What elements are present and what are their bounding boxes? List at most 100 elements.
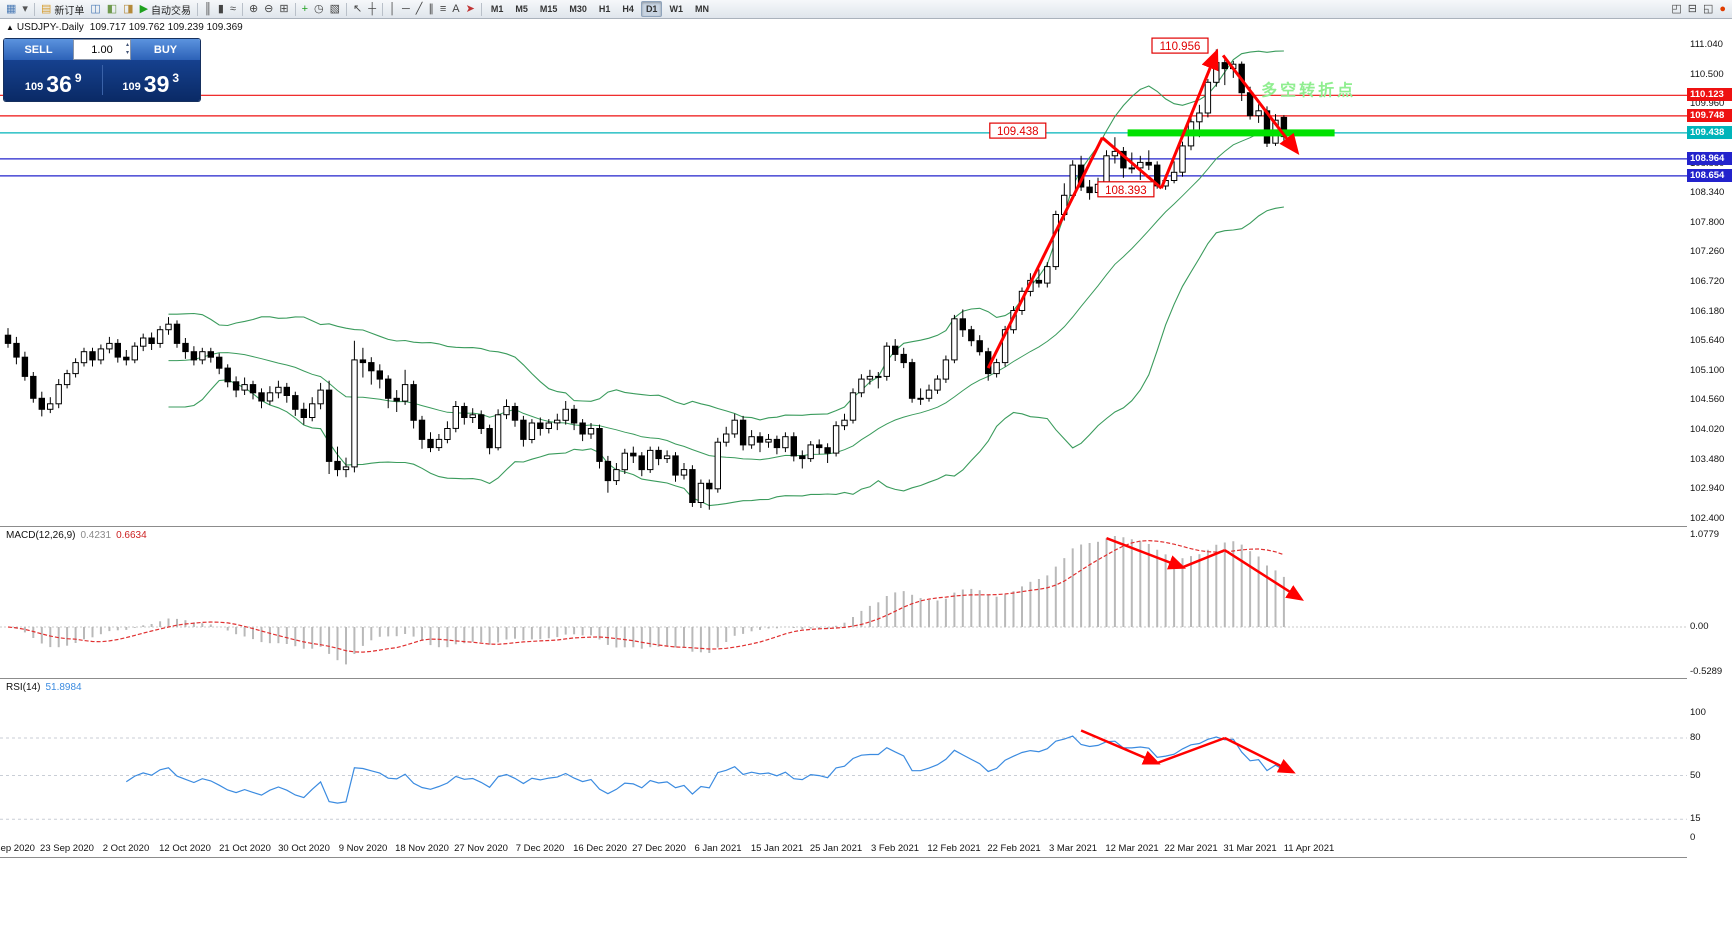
rsi-line <box>125 735 1285 804</box>
periods-icon[interactable]: ◷ <box>311 1 327 17</box>
templates-icon[interactable]: ▧ <box>327 1 343 17</box>
macd-label: MACD(12,26,9) 0.4231 0.6634 <box>6 530 147 541</box>
timeframe-m1-button[interactable]: M1 <box>490 4 504 14</box>
timeframe-h1-button[interactable]: H1 <box>598 4 611 14</box>
icon-glyph: ◰ <box>1671 3 1682 15</box>
price-axis[interactable]: 111.040110.500109.960109.420108.880108.3… <box>1687 19 1732 875</box>
text-label-icon[interactable]: A <box>449 1 462 17</box>
profiles-dropdown-icon[interactable]: ▾ <box>19 1 31 17</box>
sell-price[interactable]: 109 36 9 <box>7 61 100 99</box>
date-label: 3 Feb 2021 <box>870 843 920 854</box>
community-icon[interactable]: ● <box>1716 1 1729 17</box>
date-label: 12 Feb 2021 <box>927 843 981 854</box>
price-axis-label: 102.940 <box>1690 483 1725 494</box>
icon-glyph: ▶ <box>139 3 149 15</box>
channel-icon[interactable]: ∥ <box>425 1 437 17</box>
icon-glyph: ╱ <box>415 3 423 15</box>
rsi-pane[interactable] <box>0 678 1687 839</box>
volume-spinner[interactable]: ▴ ▾ <box>126 41 129 57</box>
trendline-icon[interactable]: ╱ <box>413 1 426 17</box>
bar-chart-icon[interactable]: ║ <box>201 1 215 17</box>
price-axis-label: 103.480 <box>1690 454 1725 465</box>
rsi-arrows[interactable] <box>1080 729 1296 774</box>
volume-value: 1.00 <box>91 43 113 56</box>
buy-price[interactable]: 109 39 3 <box>105 61 198 99</box>
price-tag: 108.654 <box>1687 169 1732 182</box>
toolbar-left-group: ▦ ▾ ▤ 新订单 ◫ ◧ ◨ ▶ 自动交易 ║ ▮ ≈ ⊕ ⊖ ⊞ + ◷ ▧ ↖ ┼ │ ─ ╱ ∥ ≡ A ➤ <box>3 1 485 17</box>
toolbar-right-group: ◰ ⊟ ◱ ● <box>1668 1 1729 17</box>
zoom-in-icon[interactable]: ⊕ <box>246 1 261 17</box>
price-callout[interactable]: 108.393 <box>1097 181 1155 198</box>
spinner-up-icon[interactable]: ▴ <box>125 42 129 48</box>
candlestick-icon[interactable]: ▮ <box>215 1 227 17</box>
icon-glyph: ┼ <box>368 3 377 15</box>
tile-horizontal-icon[interactable]: ⊟ <box>1685 1 1700 17</box>
new-order-icon[interactable]: ▤ 新订单 <box>38 1 87 17</box>
date-label: 27 Dec 2020 <box>632 843 686 854</box>
timeframe-m30-button[interactable]: M30 <box>569 4 587 14</box>
date-label: 16 Dec 2020 <box>573 843 627 854</box>
volume-input[interactable]: 1.00 ▴ ▾ <box>73 39 131 60</box>
macd-main-value: 0.4231 <box>80 530 112 541</box>
timeframe-w1-button[interactable]: W1 <box>669 4 683 14</box>
support-zone-bar[interactable] <box>1127 129 1335 137</box>
toolbar-separator <box>480 2 482 16</box>
timeframe-d1-button[interactable]: D1 <box>640 1 663 17</box>
main-price-chart[interactable]: 110.956 109.438 108.393 多空转折点 <box>0 19 1687 526</box>
price-tag: 109.438 <box>1687 126 1732 139</box>
timeframe-m5-button[interactable]: M5 <box>515 4 528 14</box>
toolbar-separator <box>241 2 243 16</box>
timeframe-m15-button[interactable]: M15 <box>539 4 558 14</box>
timeframe-h4-button[interactable]: H4 <box>622 4 634 14</box>
horizontal-line-icon[interactable]: ─ <box>399 1 413 17</box>
window-bottom-border <box>0 857 1732 858</box>
icon-glyph: ◨ <box>123 3 134 15</box>
pane-separator[interactable] <box>0 678 1732 679</box>
icon-glyph: ≈ <box>229 3 236 15</box>
buy-price-major: 109 <box>122 81 141 93</box>
toolbar-separator <box>346 2 348 16</box>
pane-separator[interactable] <box>0 526 1732 527</box>
icon-glyph: ◧ <box>106 3 118 15</box>
trend-arrows[interactable] <box>986 48 1300 369</box>
toolbar-separator <box>197 2 199 16</box>
spinner-down-icon[interactable]: ▾ <box>125 50 129 56</box>
icon-glyph: A <box>452 3 460 15</box>
cursor-icon[interactable]: ↖ <box>350 1 365 17</box>
buy-button[interactable]: BUY <box>131 39 200 60</box>
candles <box>4 49 1288 510</box>
new-chart-icon[interactable]: ▦ <box>3 1 19 17</box>
line-chart-icon[interactable]: ≈ <box>227 1 239 17</box>
price-tag: 109.748 <box>1687 109 1732 122</box>
turning-point-annotation[interactable]: 多空转折点 <box>1261 81 1356 100</box>
zoom-out-icon[interactable]: ⊖ <box>261 1 276 17</box>
macd-arrows[interactable] <box>1106 537 1304 601</box>
time-axis[interactable]: 14 Sep 2020 23 Sep 2020 2 Oct 2020 12 Oct 2… <box>0 839 1687 857</box>
price-axis-label: 110.500 <box>1690 69 1724 80</box>
autotrade-icon[interactable]: ▶ 自动交易 <box>137 1 194 17</box>
sell-button[interactable]: SELL <box>4 39 73 60</box>
toolbar-button-label: 自动交易 <box>151 5 192 17</box>
indicators-icon[interactable]: + <box>299 1 311 17</box>
price-callout[interactable]: 110.956 <box>1151 37 1209 54</box>
price-callout[interactable]: 109.438 <box>989 122 1047 139</box>
new-window-icon[interactable]: ◰ <box>1668 1 1684 17</box>
level-lines[interactable] <box>0 94 1687 177</box>
tile-vertical-icon[interactable]: ◱ <box>1700 1 1716 17</box>
fibonacci-icon[interactable]: ≡ <box>437 1 449 17</box>
chart-window[interactable]: 110.956 109.438 108.393 多空转折点 ▲ USDJPY-.Dail… <box>0 19 1732 939</box>
macd-pane[interactable] <box>0 526 1687 678</box>
price-axis-label: 111.040 <box>1690 39 1723 50</box>
timeframe-mn-button[interactable]: MN <box>694 4 709 14</box>
rsi-axis-label: 15 <box>1690 813 1701 824</box>
date-label: 15 Jan 2021 <box>750 843 804 854</box>
date-label: 25 Jan 2021 <box>809 843 863 854</box>
auto-scroll-icon[interactable]: ⊞ <box>276 1 291 17</box>
arrow-object-icon[interactable]: ➤ <box>463 1 478 17</box>
icon-glyph: ➤ <box>465 3 475 15</box>
navigator-icon[interactable]: ◨ <box>120 1 136 17</box>
crosshair-icon[interactable]: ┼ <box>365 1 379 17</box>
vertical-line-icon[interactable]: │ <box>386 1 399 17</box>
market-watch-icon[interactable]: ◫ <box>87 1 103 17</box>
data-window-icon[interactable]: ◧ <box>104 1 120 17</box>
